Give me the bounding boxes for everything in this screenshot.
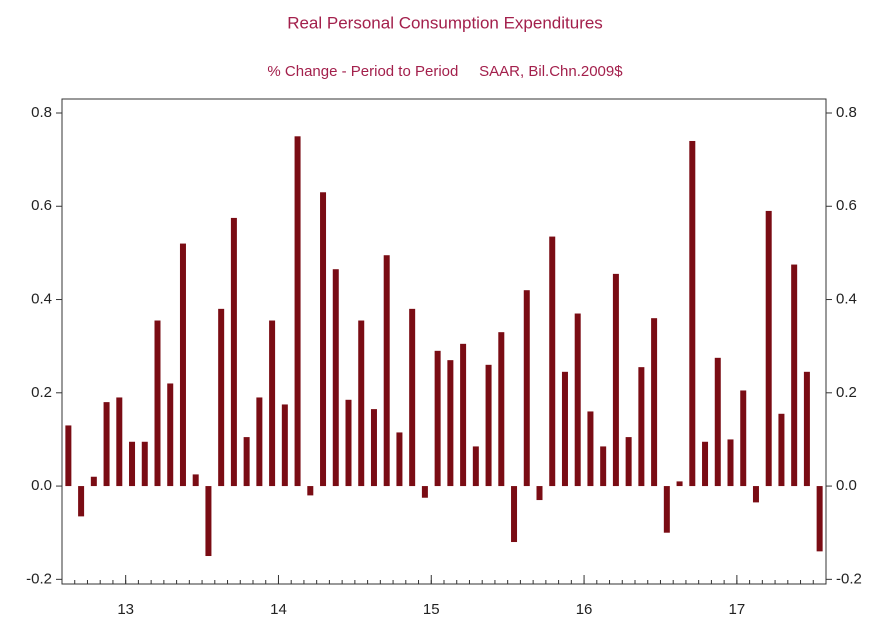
bar — [421, 486, 428, 498]
bar — [281, 404, 288, 487]
bar — [549, 236, 556, 487]
y-tick-label: 0.6 — [31, 197, 52, 214]
bar — [78, 486, 85, 517]
plot-frame — [61, 98, 827, 585]
bar — [727, 439, 734, 487]
bar — [803, 371, 810, 487]
bar — [103, 402, 110, 487]
bar — [561, 371, 568, 487]
bar — [765, 210, 772, 487]
bar — [370, 409, 377, 487]
bar — [587, 411, 594, 487]
bar — [574, 313, 581, 487]
bar — [651, 318, 658, 487]
y2-tick-label: 0.0 — [836, 477, 857, 494]
bar — [714, 357, 721, 487]
bar — [129, 441, 136, 487]
y-tick-label: -0.2 — [26, 570, 52, 587]
y-tick-label: 0.4 — [31, 290, 52, 307]
x-tick-label: 17 — [729, 601, 746, 618]
bar — [663, 486, 670, 533]
y-tick-label: 0.2 — [31, 384, 52, 401]
bar — [116, 397, 123, 487]
bar — [167, 383, 174, 487]
bar — [689, 140, 696, 487]
bar — [230, 217, 237, 487]
bar — [625, 437, 632, 487]
x-tick-label: 13 — [117, 601, 134, 618]
bar — [243, 437, 250, 487]
y2-tick-label: 0.4 — [836, 290, 857, 307]
bar — [434, 350, 441, 487]
bar — [192, 474, 199, 487]
bar — [307, 486, 314, 496]
bar — [409, 308, 416, 487]
bar — [485, 364, 492, 487]
bar — [498, 332, 505, 487]
bar — [345, 399, 352, 487]
y2-tick-label: -0.2 — [836, 570, 862, 587]
bar — [638, 367, 645, 487]
bar — [702, 441, 709, 487]
y2-tick-label: 0.2 — [836, 384, 857, 401]
y2-tick-label: 0.8 — [836, 104, 857, 121]
bar — [332, 269, 339, 487]
bar — [740, 390, 747, 487]
bar — [460, 343, 467, 487]
bar — [256, 397, 263, 487]
bar — [218, 308, 225, 487]
x-tick-label: 16 — [576, 601, 593, 618]
bar — [816, 486, 823, 552]
bar — [320, 192, 327, 487]
chart-subtitle: % Change - Period to Period SAAR, Bil.Ch… — [267, 63, 623, 80]
bar — [600, 446, 607, 487]
y2-tick-label: 0.6 — [836, 197, 857, 214]
bar — [65, 425, 72, 487]
bar — [269, 320, 276, 487]
bar — [778, 413, 785, 487]
bar — [154, 320, 161, 487]
chart-title: Real Personal Consumption Expenditures — [287, 13, 603, 32]
x-tick-label: 14 — [270, 601, 287, 618]
y-tick-label: 0.8 — [31, 104, 52, 121]
bar — [511, 486, 518, 543]
bar — [791, 264, 798, 487]
bar — [179, 243, 186, 487]
bar — [294, 136, 301, 487]
y-tick-label: 0.0 — [31, 477, 52, 494]
bar — [523, 290, 530, 487]
bar — [383, 255, 390, 487]
bar — [141, 441, 148, 487]
bar — [90, 476, 97, 487]
x-tick-label: 15 — [423, 601, 440, 618]
bar — [752, 486, 759, 503]
bar — [536, 486, 543, 501]
bar — [396, 432, 403, 487]
bar — [358, 320, 365, 487]
bar — [472, 446, 479, 487]
bar — [612, 273, 619, 487]
bar — [205, 486, 212, 557]
bar — [447, 360, 454, 487]
bar — [676, 481, 683, 487]
